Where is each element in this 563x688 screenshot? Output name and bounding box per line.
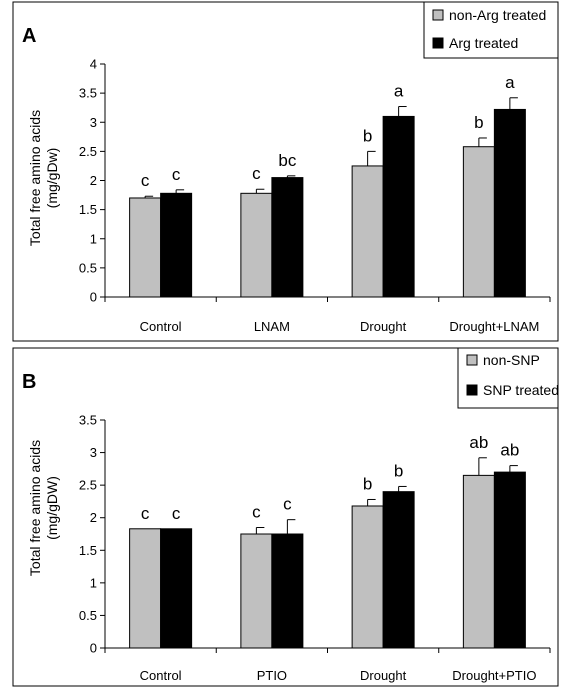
- panel-a-bar: [160, 192, 193, 298]
- panel-b-bar: [462, 474, 495, 649]
- panel-b-y-tick-label: 2.5: [79, 478, 97, 493]
- panel-b-y-tick-label: 0: [90, 641, 97, 656]
- panel-a-y-tick-label: 4: [90, 57, 97, 72]
- panel-b-bar: [129, 528, 162, 649]
- panel-a-y-tick-label: 1.5: [79, 202, 97, 217]
- panel-b-y-tick-label: 3: [90, 445, 97, 460]
- panel-b-y-tick-label: 3.5: [79, 413, 97, 428]
- panel-b-significance-label: ab: [469, 433, 488, 452]
- panel-a-category-label: Drought+LNAM: [449, 319, 539, 334]
- panel-a-ylabel-line-2: (mg/gDw): [44, 148, 60, 209]
- panel-a-significance-label: b: [474, 113, 483, 132]
- panel-b-significance-label: ab: [500, 441, 519, 460]
- legend-label-snp: SNP treated: [483, 382, 559, 398]
- panel-a-category-label: LNAM: [254, 319, 290, 334]
- panel-b-significance-label: c: [283, 495, 292, 514]
- panel-a-significance-label: bc: [278, 151, 296, 170]
- panel-a-bar: [351, 165, 384, 298]
- panel-b-y-tick-label: 1: [90, 575, 97, 590]
- panel-a-ylabel-line-1: Total free amino acids: [27, 110, 43, 246]
- panel-b-ylabel-line-2: (mg/gDW): [44, 476, 60, 540]
- panel-b-significance-label: b: [363, 474, 372, 493]
- panel-a-bar: [493, 108, 526, 298]
- panel-b: B non-SNP SNP treated Total free amino a…: [12, 347, 559, 687]
- panel-a-y-tick-label: 3.5: [79, 86, 97, 101]
- panel-b-bar: [493, 471, 526, 649]
- panel-b-bar: [160, 528, 193, 649]
- panel-b-significance-label: c: [141, 504, 150, 523]
- panel-a-significance-label: a: [394, 82, 404, 101]
- panel-b-letter: B: [22, 371, 36, 393]
- panel-b-legend: non-SNP SNP treated: [457, 347, 559, 409]
- panel-b-bar: [271, 533, 304, 649]
- panel-b-y-tick-label: 0.5: [79, 608, 97, 623]
- panel-a-y-tick-label: 3: [90, 115, 97, 130]
- panel-a-significance-label: b: [363, 126, 372, 145]
- panel-a-significance-label: c: [252, 164, 261, 183]
- panel-a-letter: A: [22, 25, 36, 47]
- panel-b-y-tick-label: 1.5: [79, 543, 97, 558]
- panel-b-bar: [351, 505, 384, 649]
- legend-label-non-arg: non-Arg treated: [449, 7, 546, 23]
- panel-b-bar: [382, 491, 415, 649]
- panel-b-category-label: PTIO: [257, 668, 287, 683]
- panel-b-ylabel-line-1: Total free amino acids: [27, 440, 43, 576]
- panel-b-bar: [240, 533, 273, 649]
- panel-a-significance-label: c: [172, 165, 181, 184]
- panel-a: A non-Arg treated Arg treated Total free…: [12, 1, 559, 342]
- legend-swatch-non-snp: [466, 354, 478, 366]
- panel-b-significance-label: c: [172, 504, 181, 523]
- panel-b-category-label: Control: [140, 668, 182, 683]
- legend-label-arg: Arg treated: [449, 35, 518, 51]
- panel-a-significance-label: c: [141, 171, 150, 190]
- panel-a-legend: non-Arg treated Arg treated: [423, 1, 559, 59]
- panel-a-y-tick-label: 2.5: [79, 144, 97, 159]
- panel-a-y-tick-label: 1: [90, 231, 97, 246]
- panel-a-legend-box: [423, 1, 559, 59]
- panel-b-significance-label: b: [394, 461, 403, 480]
- panel-a-bar: [271, 177, 304, 298]
- panel-b-category-label: Drought: [360, 668, 407, 683]
- panel-a-bar: [129, 197, 162, 298]
- legend-swatch-arg: [432, 37, 444, 49]
- panel-a-bar: [382, 115, 415, 298]
- panel-a-category-label: Drought: [360, 319, 407, 334]
- panel-a-y-tick-label: 0: [90, 290, 97, 305]
- legend-swatch-non-arg: [432, 9, 444, 21]
- panel-b-significance-label: c: [252, 502, 261, 521]
- panel-a-y-tick-label: 0.5: [79, 260, 97, 275]
- panel-a-significance-label: a: [505, 73, 515, 92]
- panel-b-plot: 0 0.5 1 1.5 2 2.5 3 3.5 Control c c PTIO c c Drought b b…: [79, 413, 551, 683]
- panel-b-y-tick-label: 2: [90, 510, 97, 525]
- panel-a-y-tick-label: 2: [90, 173, 97, 188]
- panel-b-category-label: Drought+PTIO: [452, 668, 536, 683]
- legend-swatch-snp: [466, 384, 478, 396]
- panel-a-bar: [462, 146, 495, 298]
- panel-a-category-label: Control: [140, 319, 182, 334]
- legend-label-non-snp: non-SNP: [483, 352, 540, 368]
- panel-a-bar: [240, 192, 273, 298]
